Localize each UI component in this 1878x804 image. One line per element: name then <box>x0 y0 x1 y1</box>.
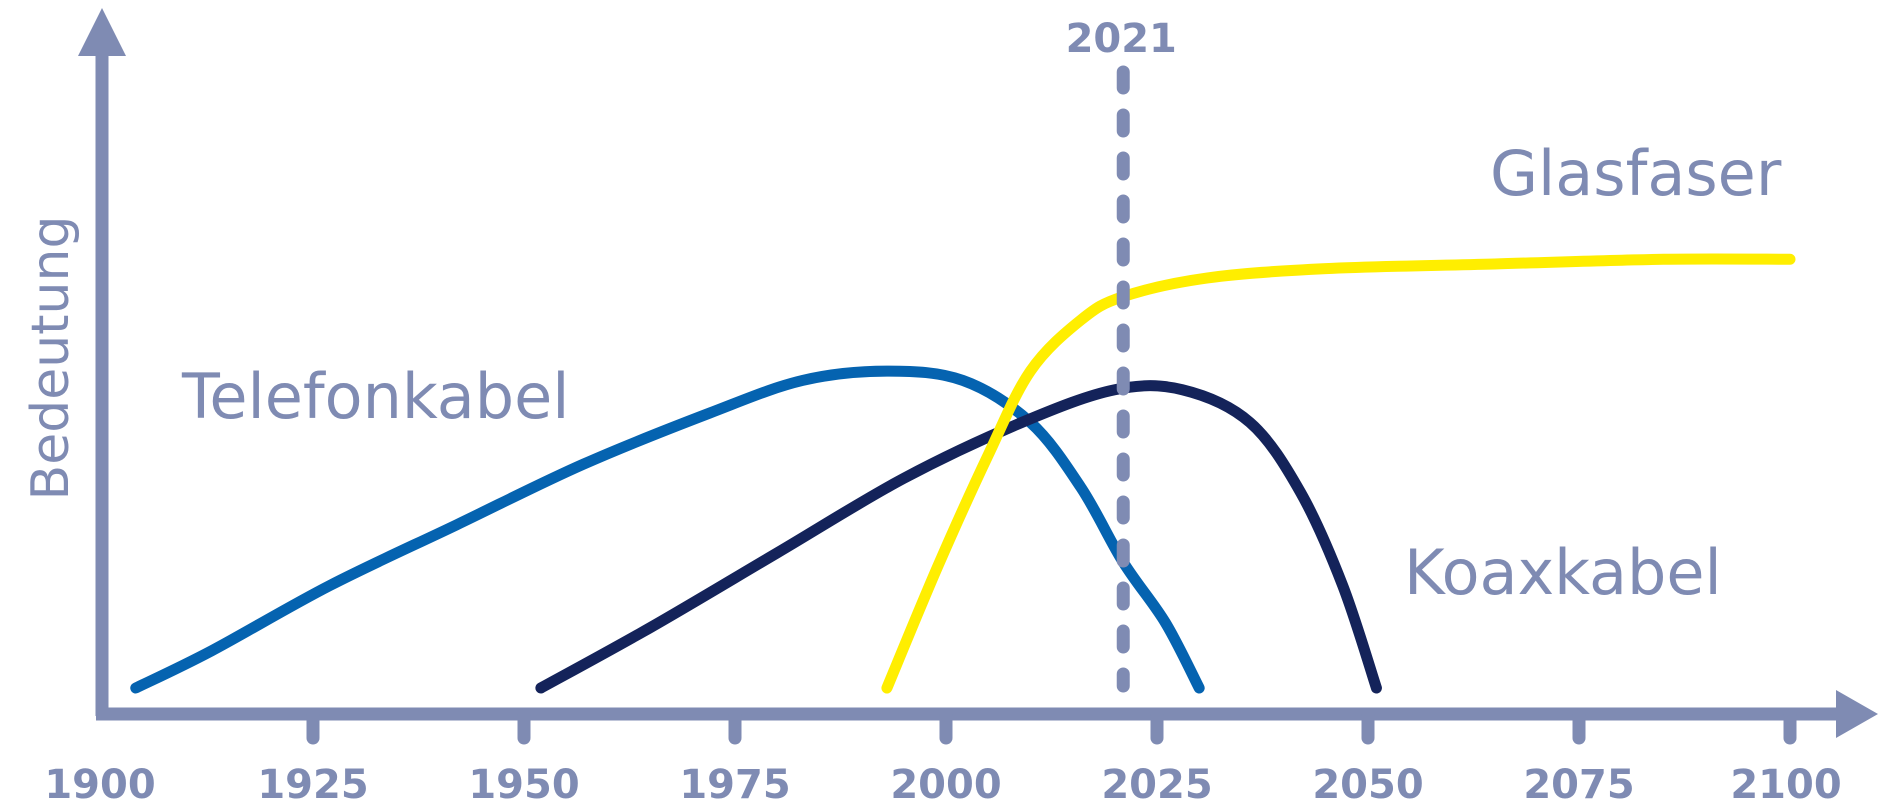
series-label-glasfaser: Glasfaser <box>1490 137 1782 210</box>
x-tick-label: 1975 <box>679 762 790 804</box>
x-tick-label: 1925 <box>257 762 368 804</box>
series-group <box>130 253 1796 694</box>
y-axis-label: Bedeutung <box>21 216 81 501</box>
series-line-glasfaser <box>881 253 1796 694</box>
x-axis-arrow-icon <box>1836 690 1878 738</box>
series-label-koaxkabel: Koaxkabel <box>1404 536 1722 609</box>
x-tick-label: 1900 <box>44 762 155 804</box>
series-line-telefonkabel <box>130 365 1205 694</box>
x-tick-label: 2100 <box>1730 762 1841 804</box>
y-axis-arrow-icon <box>78 8 126 56</box>
x-tick-label: 2025 <box>1101 762 1212 804</box>
x-tick-label: 2050 <box>1312 762 1423 804</box>
marker-2021-label: 2021 <box>1066 16 1177 62</box>
x-tick-label: 1950 <box>468 762 579 804</box>
series-label-telefonkabel: Telefonkabel <box>181 360 569 433</box>
x-tick-label: 2000 <box>890 762 1001 804</box>
x-ticks: 1900 1925 1950 1975 2000 2025 2050 2075 2100 <box>44 709 1842 804</box>
x-tick-label: 2075 <box>1523 762 1634 804</box>
series-line-koaxkabel <box>535 380 1382 694</box>
